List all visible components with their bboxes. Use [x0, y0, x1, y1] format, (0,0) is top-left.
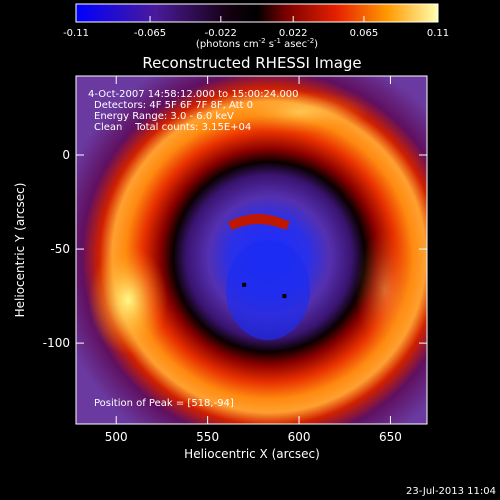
colorbar-tick-label: 0.11	[427, 28, 449, 39]
peak-position-label: Position of Peak = [518,-94]	[94, 398, 234, 409]
heatmap-image	[76, 76, 427, 424]
colorbar-ticks: -0.11 -0.065 -0.022 0.022 0.065 0.11	[63, 16, 449, 39]
colorbar-tick-label: 0.022	[279, 28, 308, 39]
annotation-detectors: Detectors: 4F 5F 6F 7F 8F, Att 0	[94, 100, 253, 111]
x-tick-label: 600	[288, 430, 311, 444]
y-axis-label: Heliocentric Y (arcsec)	[13, 183, 27, 318]
axes: 500 550 600 650 0 -50 -100	[43, 76, 427, 444]
peak-marker	[282, 294, 287, 299]
x-tick-label: 550	[196, 430, 219, 444]
annotation-counts: Clean Total counts: 3.15E+04	[94, 122, 251, 133]
y-tick-label: 0	[62, 148, 70, 162]
colorbar-tick-label: -0.11	[63, 28, 89, 39]
annotation-block: 4-Oct-2007 14:58:12.000 to 15:00:24.000 …	[88, 89, 299, 133]
x-tick-label: 650	[379, 430, 402, 444]
colorbar-tick-label: -0.022	[205, 28, 237, 39]
colorbar-unit-label: (photons cm-2 s-1 asec-2)	[196, 37, 318, 50]
peak-marker	[242, 282, 247, 287]
plot-frame	[75, 75, 428, 425]
colorbar-tick-label: -0.065	[134, 28, 166, 39]
annotation-time-range: 4-Oct-2007 14:58:12.000 to 15:00:24.000	[88, 89, 299, 100]
colorbar-tick-label: 0.065	[350, 28, 379, 39]
annotation-energy: Energy Range: 3.0 - 6.0 keV	[94, 111, 234, 122]
x-tick-label: 500	[105, 430, 128, 444]
y-tick-label: -50	[50, 242, 70, 256]
y-tick-label: -100	[43, 336, 70, 350]
chart-title: Reconstructed RHESSI Image	[142, 54, 361, 72]
colorbar	[75, 3, 439, 23]
x-axis-label: Heliocentric X (arcsec)	[184, 447, 320, 461]
peak-markers	[242, 282, 287, 299]
footer-timestamp: 23-Jul-2013 11:04	[406, 486, 496, 497]
